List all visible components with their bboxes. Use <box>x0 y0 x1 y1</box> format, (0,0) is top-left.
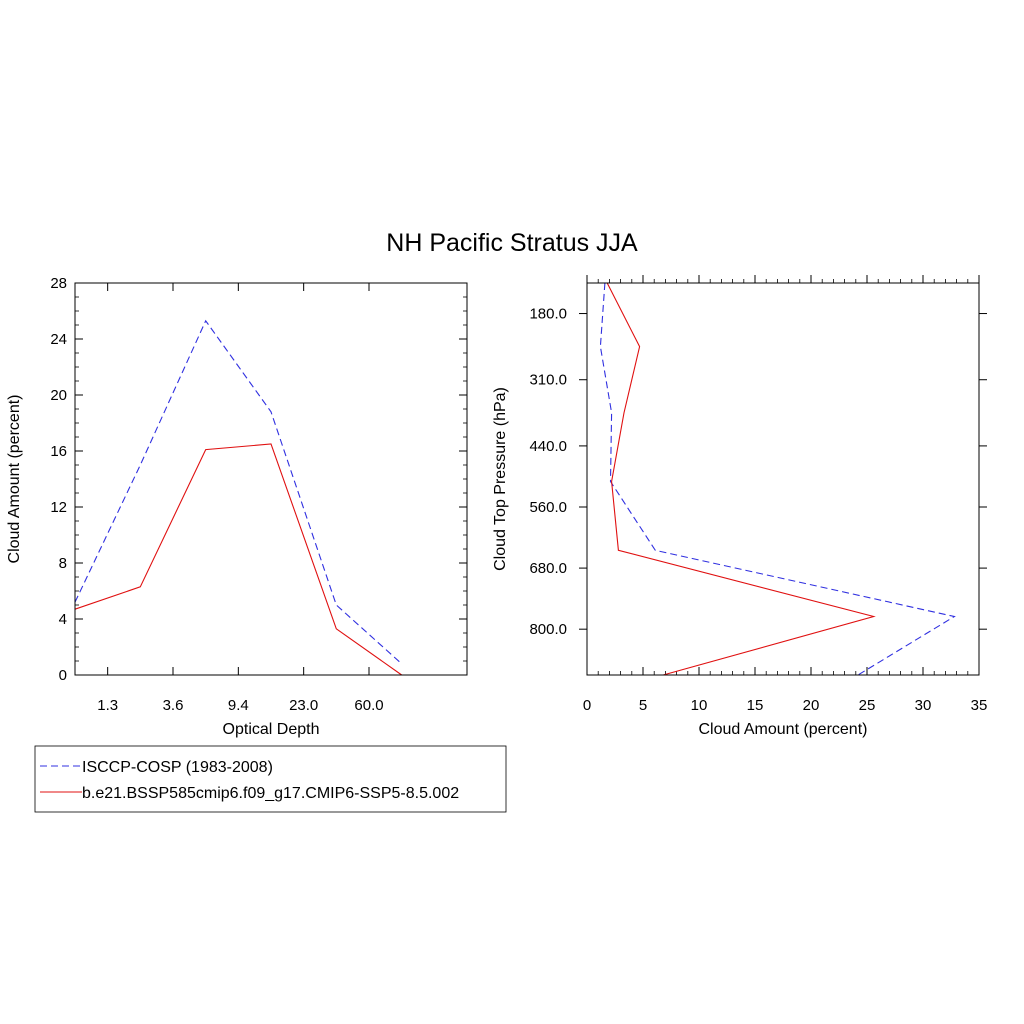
left-y-tick-label: 8 <box>59 555 67 572</box>
right-series-line-isccp <box>599 282 956 676</box>
left-series-line-isccp <box>74 319 403 665</box>
right-x-tick-label: 15 <box>747 697 764 714</box>
right-x-tick-label: 10 <box>691 697 708 714</box>
right-x-tick-label: 30 <box>915 697 932 714</box>
legend-box <box>34 745 507 813</box>
left-x-axis-label: Optical Depth <box>223 721 320 738</box>
left-x-tick-label: 23.0 <box>289 697 318 714</box>
left-y-tick-label: 28 <box>50 275 67 292</box>
left-x-tick-label: 60.0 <box>354 697 383 714</box>
left-y-tick-label: 0 <box>59 667 67 684</box>
right-panel: 0 5 10 15 20 25 30 35 180.0 310.0 440.0 560.0 680.0 8… <box>492 275 987 738</box>
left-x-tick-label: 1.3 <box>97 697 118 714</box>
right-y-tick-label: 440.0 <box>529 438 567 455</box>
left-ticks: 0 4 8 12 16 20 24 28 1.3 3.6 9.4 23.0 60.0 <box>50 275 467 714</box>
right-x-axis-label: Cloud Amount (percent) <box>699 721 868 738</box>
left-y-tick-label: 12 <box>50 499 67 516</box>
left-y-tick-label: 16 <box>50 443 67 460</box>
right-y-tick-label: 180.0 <box>529 306 567 323</box>
right-y-tick-label: 800.0 <box>529 621 567 638</box>
right-axes-frame <box>586 282 980 676</box>
legend-label-model: b.e21.BSSP585cmip6.f09_g17.CMIP6-SSP5-8.… <box>82 785 459 802</box>
left-panel: 0 4 8 12 16 20 24 28 1.3 3.6 9.4 23.0 60.0 Optical D… <box>6 275 468 738</box>
left-y-tick-label: 24 <box>50 331 67 348</box>
left-series-line-model <box>74 443 403 676</box>
right-y-tick-label: 310.0 <box>529 372 567 389</box>
right-y-tick-label: 680.0 <box>529 560 567 577</box>
left-axes-frame <box>74 282 468 676</box>
legend: ISCCP-COSP (1983-2008) b.e21.BSSP585cmip… <box>34 745 507 813</box>
right-x-tick-label: 20 <box>803 697 820 714</box>
legend-label-isccp: ISCCP-COSP (1983-2008) <box>82 759 273 776</box>
left-y-tick-label: 20 <box>50 387 67 404</box>
right-x-tick-label: 35 <box>971 697 988 714</box>
right-x-tick-label: 25 <box>859 697 876 714</box>
left-x-tick-label: 3.6 <box>163 697 184 714</box>
right-series-line-model <box>606 282 876 676</box>
right-x-tick-label: 5 <box>639 697 647 714</box>
left-y-tick-label: 4 <box>59 611 67 628</box>
right-series <box>599 282 956 676</box>
chart-title: NH Pacific Stratus JJA <box>386 229 638 257</box>
right-y-axis-label: Cloud Top Pressure (hPa) <box>492 387 509 571</box>
left-y-axis-label: Cloud Amount (percent) <box>6 395 23 564</box>
right-y-tick-label: 560.0 <box>529 499 567 516</box>
left-series <box>74 319 403 676</box>
right-ticks: 0 5 10 15 20 25 30 35 180.0 310.0 440.0 560.0 680.0 8… <box>529 275 987 714</box>
left-x-tick-label: 9.4 <box>228 697 249 714</box>
right-x-tick-label: 0 <box>583 697 591 714</box>
